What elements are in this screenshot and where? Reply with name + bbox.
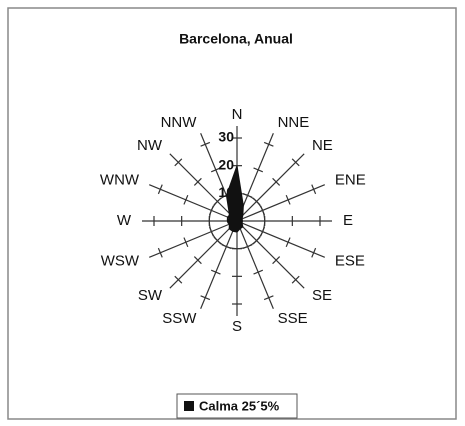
- direction-label: NE: [312, 137, 333, 154]
- direction-label: SW: [138, 287, 163, 304]
- tick-mark: [263, 295, 274, 301]
- axis-line: [149, 220, 238, 258]
- tick-mark: [213, 236, 222, 245]
- tick-mark: [210, 167, 221, 173]
- tick-mark: [272, 256, 281, 265]
- axis-line: [169, 153, 238, 222]
- tick-mark: [210, 269, 221, 275]
- tick-mark: [208, 226, 214, 237]
- tick-mark: [200, 141, 211, 147]
- direction-label: NNE: [278, 114, 310, 131]
- tick-mark: [291, 275, 300, 284]
- tick-mark: [193, 256, 202, 265]
- legend-swatch: [184, 401, 194, 411]
- direction-label: SSE: [278, 310, 308, 327]
- tick-mark: [157, 184, 163, 195]
- direction-label: ESE: [335, 253, 365, 270]
- tick-mark: [221, 244, 232, 250]
- axis-line: [236, 220, 325, 258]
- axis-line: [236, 220, 274, 309]
- tick-mark: [311, 184, 317, 195]
- tick-mark: [272, 177, 281, 186]
- tick-mark: [253, 167, 264, 173]
- tick-mark: [157, 247, 163, 258]
- direction-label: W: [117, 212, 132, 229]
- legend-label: Calma 25´5%: [199, 398, 280, 413]
- tick-mark: [252, 236, 261, 245]
- tick-mark: [285, 194, 291, 205]
- legend-box: [176, 393, 298, 419]
- direction-label: ENE: [335, 171, 366, 188]
- direction-label: NNW: [161, 114, 198, 131]
- axis-line: [169, 220, 238, 289]
- direction-label: SSW: [162, 310, 197, 327]
- direction-label: WSW: [101, 253, 140, 270]
- direction-label: NW: [137, 137, 163, 154]
- tick-mark: [208, 205, 214, 216]
- tick-mark: [291, 158, 300, 167]
- tick-mark: [193, 177, 202, 186]
- direction-label: WNW: [100, 171, 140, 188]
- tick-mark: [242, 192, 253, 198]
- tick-mark: [174, 275, 183, 284]
- r-tick-label: 30: [218, 129, 234, 145]
- tick-mark: [260, 205, 266, 216]
- tick-mark: [260, 226, 266, 237]
- tick-mark: [242, 244, 253, 250]
- axis-line: [236, 184, 325, 222]
- direction-label: S: [232, 318, 242, 335]
- r-tick-label: 20: [218, 156, 234, 172]
- tick-mark: [174, 158, 183, 167]
- axis-line: [236, 220, 305, 289]
- tick-mark: [183, 194, 189, 205]
- direction-label: N: [232, 106, 243, 123]
- tick-mark: [285, 237, 291, 248]
- chart-title: Barcelona, Anual: [179, 31, 293, 47]
- direction-label: E: [343, 212, 353, 229]
- direction-label: SE: [312, 287, 332, 304]
- tick-mark: [252, 197, 261, 206]
- tick-mark: [311, 247, 317, 258]
- tick-mark: [253, 269, 264, 275]
- wind-area: [225, 165, 244, 233]
- axis-line: [200, 220, 238, 309]
- tick-mark: [213, 197, 222, 206]
- axis-line: [149, 184, 238, 222]
- axis-line: [236, 153, 305, 222]
- tick-mark: [200, 295, 211, 301]
- tick-mark: [263, 141, 274, 147]
- tick-mark: [183, 237, 189, 248]
